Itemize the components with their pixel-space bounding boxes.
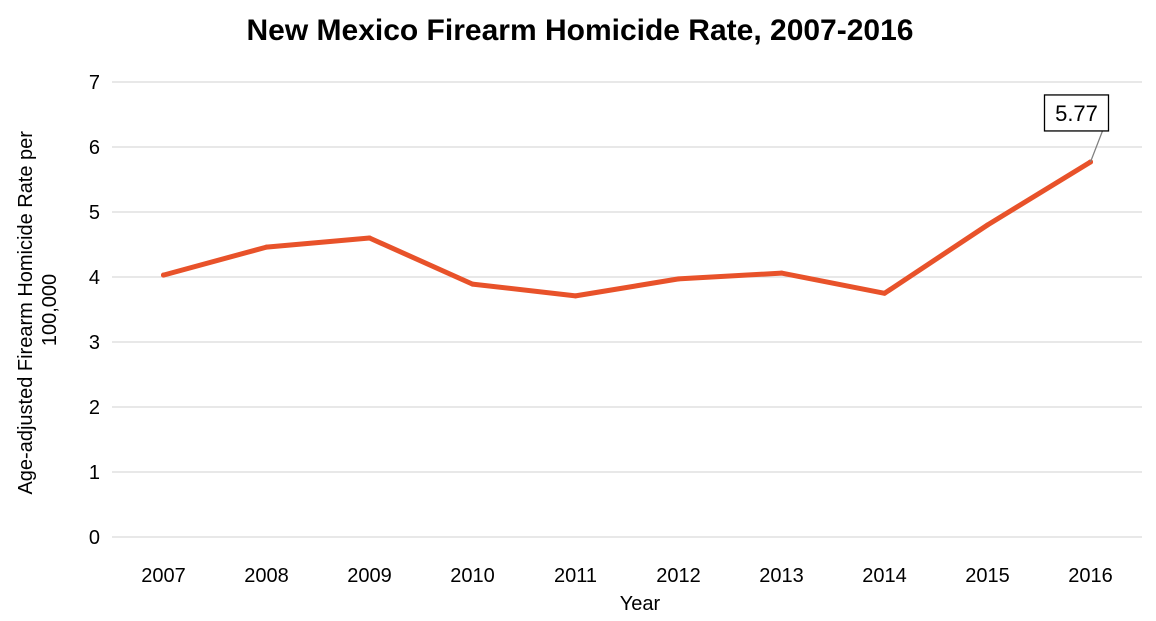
x-tick-label: 2012 xyxy=(656,565,701,587)
data-point-2010 xyxy=(470,281,475,287)
y-axis-label-line-2: 100,000 xyxy=(39,274,61,346)
x-tick-label: 2015 xyxy=(965,565,1010,587)
x-tick-label: 2009 xyxy=(347,565,392,587)
y-tick-label: 4 xyxy=(89,267,100,289)
y-tick-label: 5 xyxy=(89,202,100,224)
y-tick-label: 2 xyxy=(89,397,100,419)
y-tick-label: 3 xyxy=(89,332,100,354)
x-tick-label: 2014 xyxy=(862,565,907,587)
data-point-2014 xyxy=(882,290,887,296)
data-label-2016: 5.77 xyxy=(1055,101,1098,126)
chart-title: New Mexico Firearm Homicide Rate, 2007-2… xyxy=(247,14,914,47)
data-point-2008 xyxy=(264,244,269,250)
data-point-2015 xyxy=(985,222,990,228)
y-tick-label: 1 xyxy=(89,462,100,484)
series-line xyxy=(161,159,1093,299)
y-tick-labels: 0 1 2 3 4 5 6 7 xyxy=(89,72,100,549)
x-tick-label: 2008 xyxy=(244,565,289,587)
data-series xyxy=(161,159,1093,299)
y-axis-label-line-1: Age-adjusted Firearm Homicide Rate per xyxy=(15,131,37,495)
x-tick-label: 2016 xyxy=(1068,565,1113,587)
callout-leader xyxy=(1089,130,1104,163)
data-point-2007 xyxy=(161,272,166,278)
data-point-2011 xyxy=(573,293,578,299)
x-tick-labels: 2007 2008 2009 2010 2011 2012 2013 2014 2015 2016 xyxy=(141,565,1113,587)
x-axis-label: Year xyxy=(620,593,661,615)
y-tick-label: 6 xyxy=(89,137,100,159)
y-tick-label: 0 xyxy=(89,527,100,549)
data-point-2013 xyxy=(779,270,784,276)
x-tick-label: 2010 xyxy=(450,565,495,587)
data-point-2012 xyxy=(676,276,681,282)
gridlines xyxy=(112,81,1142,538)
x-tick-label: 2011 xyxy=(554,565,597,587)
data-point-2009 xyxy=(367,235,372,241)
x-tick-label: 2013 xyxy=(759,565,804,587)
y-axis-label: Age-adjusted Firearm Homicide Rate per 1… xyxy=(15,125,61,494)
y-tick-label: 7 xyxy=(89,72,100,94)
x-tick-label: 2007 xyxy=(141,565,186,587)
data-callout: 5.77 xyxy=(1043,94,1110,163)
callout-box xyxy=(1043,94,1110,132)
